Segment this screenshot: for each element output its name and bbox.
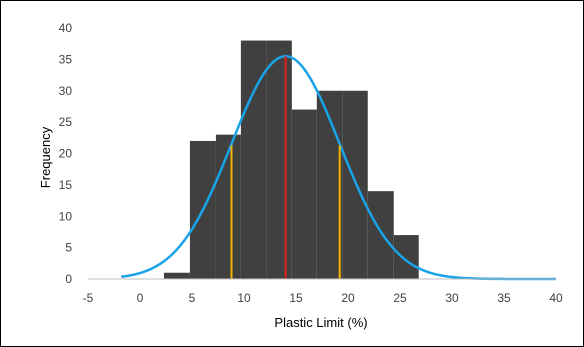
y-tick-label: 0 xyxy=(65,272,72,286)
x-axis-title: Plastic Limit (%) xyxy=(274,315,367,330)
histogram-bars xyxy=(163,40,419,279)
y-tick-label: 35 xyxy=(59,52,73,66)
y-tick-label: 15 xyxy=(59,178,73,192)
y-axis-title: Frequency xyxy=(38,126,53,188)
x-tick-label: 5 xyxy=(189,291,196,305)
x-tick-label: 40 xyxy=(549,291,563,305)
y-tick-label: 20 xyxy=(59,147,73,161)
histogram-bar-3 xyxy=(215,134,241,279)
y-tick-label: 10 xyxy=(59,209,73,223)
y-tick-label: 40 xyxy=(59,21,73,35)
x-tick-label: 25 xyxy=(393,291,407,305)
histogram-bar-1 xyxy=(163,272,190,279)
x-tick-label: 15 xyxy=(289,291,303,305)
histogram-bar-9 xyxy=(367,191,394,279)
x-tick-labels: -5 0 5 10 15 20 25 30 35 40 xyxy=(83,291,563,305)
histogram-bar-10 xyxy=(393,235,419,279)
y-tick-labels: 0 5 10 15 20 25 30 35 40 xyxy=(59,21,73,286)
histogram-bar-5 xyxy=(266,40,292,279)
x-tick-label: 0 xyxy=(137,291,144,305)
x-tick-label: 20 xyxy=(341,291,355,305)
x-tick-label: -5 xyxy=(83,291,94,305)
y-tick-label: 30 xyxy=(59,84,73,98)
x-tick-label: 30 xyxy=(445,291,459,305)
histogram-bar-4 xyxy=(240,40,267,279)
x-tick-label: 35 xyxy=(497,291,511,305)
reference-lines xyxy=(230,56,341,279)
x-tick-label: 10 xyxy=(237,291,251,305)
y-tick-label: 25 xyxy=(59,115,73,129)
y-tick-label: 5 xyxy=(65,241,72,255)
histogram-bar-6 xyxy=(291,109,317,279)
